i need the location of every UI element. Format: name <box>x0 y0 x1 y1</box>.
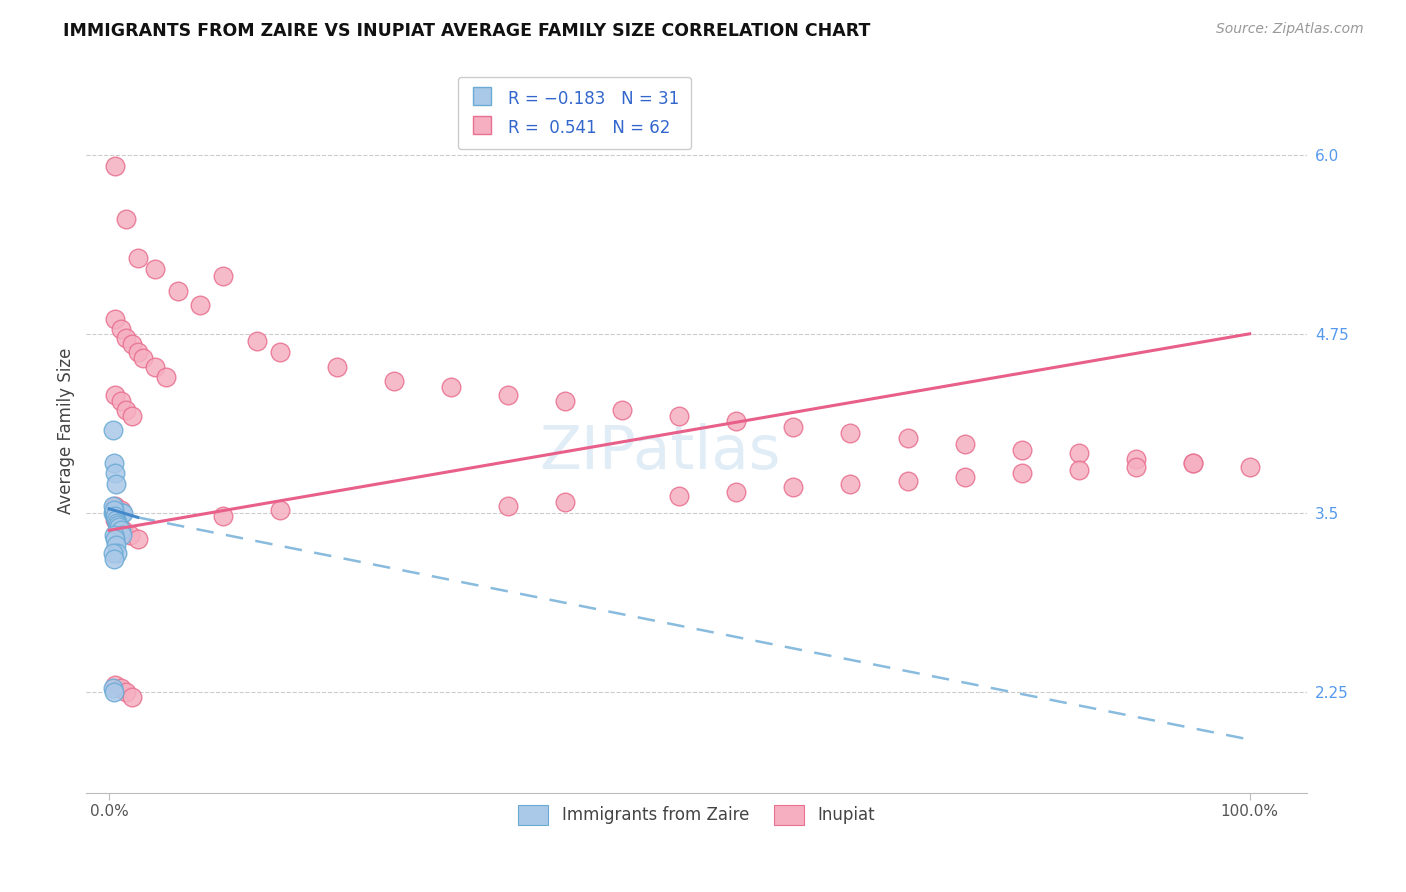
Point <box>1125 460 1147 475</box>
Point <box>212 508 235 523</box>
Point <box>212 269 235 284</box>
Point <box>111 527 134 541</box>
Point <box>1067 446 1090 460</box>
Point <box>107 517 129 532</box>
Point <box>103 527 125 541</box>
Point <box>110 681 132 695</box>
Point <box>115 685 138 699</box>
Point <box>104 466 127 480</box>
Point <box>127 532 149 546</box>
Point <box>104 312 127 326</box>
Text: ZIPatlas: ZIPatlas <box>538 423 780 482</box>
Point <box>108 520 131 534</box>
Point <box>121 409 143 423</box>
Point <box>110 506 132 520</box>
Point <box>782 420 804 434</box>
Point <box>105 516 128 530</box>
Y-axis label: Average Family Size: Average Family Size <box>58 347 75 514</box>
Point <box>127 345 149 359</box>
Point <box>105 506 128 520</box>
Point <box>896 475 918 489</box>
Point <box>839 425 862 440</box>
Point <box>382 374 405 388</box>
Point <box>246 334 269 348</box>
Point <box>1125 451 1147 466</box>
Point <box>104 508 127 523</box>
Point <box>1239 460 1261 475</box>
Point <box>104 506 127 520</box>
Point <box>110 503 132 517</box>
Point <box>110 394 132 409</box>
Point <box>118 527 141 541</box>
Point <box>839 477 862 491</box>
Point <box>104 506 127 520</box>
Point <box>111 506 134 520</box>
Point <box>127 251 149 265</box>
Point <box>103 506 125 520</box>
Point <box>668 409 690 423</box>
Point <box>115 331 138 345</box>
Point <box>132 351 155 366</box>
Point <box>107 506 129 520</box>
Point <box>101 681 124 695</box>
Point <box>1181 456 1204 470</box>
Point <box>105 546 128 560</box>
Point <box>103 552 125 566</box>
Point <box>104 499 127 513</box>
Point <box>110 322 132 336</box>
Point <box>101 423 124 437</box>
Point <box>269 503 291 517</box>
Point <box>104 159 127 173</box>
Point <box>1011 466 1033 480</box>
Point <box>121 336 143 351</box>
Point <box>1181 456 1204 470</box>
Point <box>104 513 127 527</box>
Point <box>725 484 748 499</box>
Point <box>668 489 690 503</box>
Point <box>143 262 166 277</box>
Point <box>111 506 134 520</box>
Point <box>104 538 127 552</box>
Point <box>111 523 134 537</box>
Point <box>166 284 188 298</box>
Point <box>143 359 166 374</box>
Point <box>896 432 918 446</box>
Point <box>1067 463 1090 477</box>
Point <box>104 388 127 402</box>
Point <box>155 369 177 384</box>
Legend: Immigrants from Zaire, Inupiat: Immigrants from Zaire, Inupiat <box>508 795 884 835</box>
Point <box>103 456 125 470</box>
Point <box>104 513 127 527</box>
Point <box>440 380 463 394</box>
Point <box>1011 442 1033 457</box>
Point <box>115 402 138 417</box>
Point <box>188 298 211 312</box>
Point <box>103 503 125 517</box>
Point <box>953 437 976 451</box>
Point <box>612 402 634 417</box>
Point <box>104 532 127 546</box>
Text: Source: ZipAtlas.com: Source: ZipAtlas.com <box>1216 22 1364 37</box>
Point <box>554 394 576 409</box>
Point <box>326 359 349 374</box>
Point <box>782 480 804 494</box>
Point <box>725 414 748 428</box>
Point <box>101 546 124 560</box>
Point <box>108 506 131 520</box>
Point <box>115 212 138 227</box>
Point <box>110 523 132 537</box>
Point <box>107 517 129 532</box>
Point <box>101 499 124 513</box>
Point <box>953 470 976 484</box>
Point <box>101 506 124 520</box>
Point <box>104 678 127 692</box>
Point <box>498 388 520 402</box>
Point <box>498 499 520 513</box>
Point <box>554 494 576 508</box>
Point <box>121 690 143 704</box>
Text: IMMIGRANTS FROM ZAIRE VS INUPIAT AVERAGE FAMILY SIZE CORRELATION CHART: IMMIGRANTS FROM ZAIRE VS INUPIAT AVERAGE… <box>63 22 870 40</box>
Point <box>103 685 125 699</box>
Point <box>104 477 127 491</box>
Point <box>269 345 291 359</box>
